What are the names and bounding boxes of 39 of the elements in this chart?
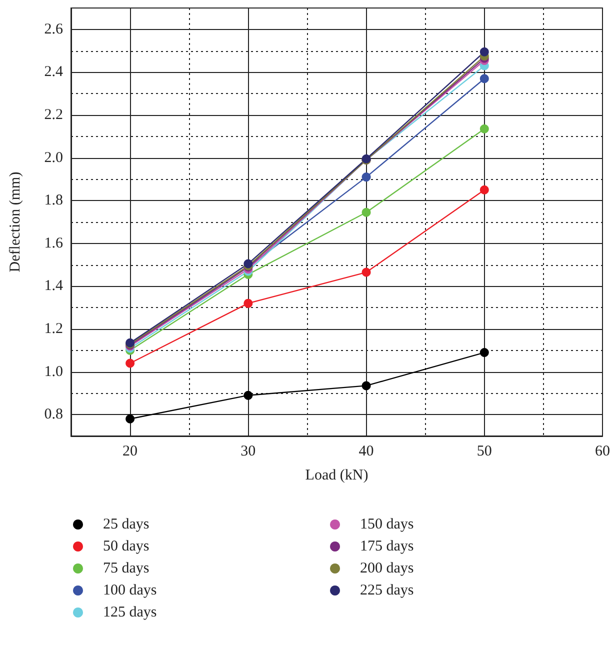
point: [480, 74, 489, 84]
point: [126, 414, 135, 424]
point: [362, 381, 371, 390]
x-axis-title: Load (kN): [305, 468, 368, 484]
legend-label: 125 days: [103, 604, 157, 620]
point: [126, 358, 135, 368]
text: 2.0: [44, 150, 63, 166]
point: [362, 208, 371, 217]
legend-label: 150 days: [360, 516, 414, 532]
legend-label: 100 days: [103, 582, 157, 598]
point: [244, 298, 253, 308]
legend-label: 200 days: [360, 560, 414, 576]
x-tick-label: 20: [122, 444, 138, 460]
legend-label: 175 days: [360, 538, 414, 554]
y-tick-label: 1.4: [44, 278, 64, 294]
x-tick-label: 40: [358, 444, 374, 460]
text: 1.0: [44, 364, 63, 380]
point: [480, 124, 489, 134]
legend-label: 225 days: [360, 582, 414, 598]
point: [362, 172, 371, 182]
x-tick-label: 30: [240, 444, 256, 460]
y-tick-label: 2.2: [44, 107, 63, 123]
y-tick-label: 2.4: [44, 64, 64, 80]
y-tick-label: 1.6: [44, 235, 64, 252]
y-tick-label: 1.8: [44, 192, 63, 209]
y-axis-title: Deflection (mm): [8, 172, 24, 272]
point: [362, 268, 371, 277]
x-tick-label: 60: [595, 444, 610, 460]
point: [244, 390, 253, 400]
legend-label: 75 days: [103, 560, 150, 576]
point: [480, 185, 489, 194]
y-tick-label: 0.8: [44, 406, 63, 423]
point: [480, 348, 489, 358]
legend-label: 25 days: [103, 516, 150, 532]
y-tick-label: 1.2: [44, 321, 63, 337]
y-tick-label: 2.6: [44, 21, 64, 38]
legend-label: 50 days: [103, 538, 150, 554]
x-tick-label: 50: [476, 444, 492, 460]
point: [480, 47, 489, 56]
